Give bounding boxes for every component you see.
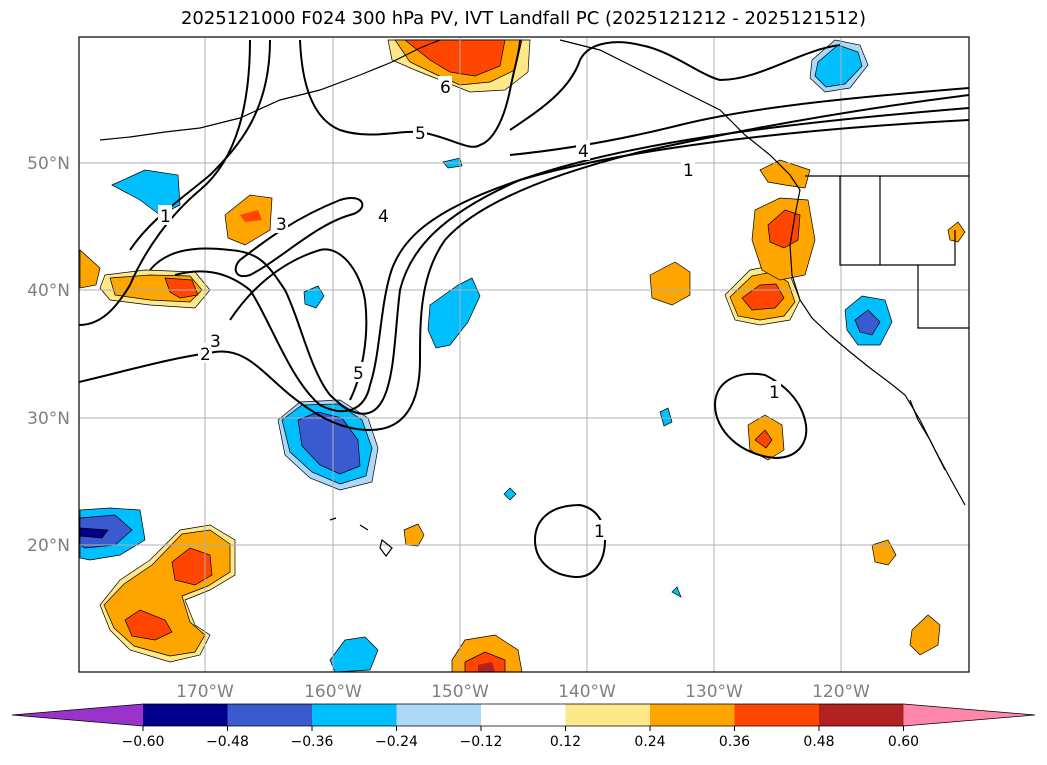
contour-label: 1 — [160, 207, 171, 227]
latitude-labels: 50°N 40°N 30°N 20°N — [27, 154, 70, 556]
colorbar-segment — [819, 704, 904, 726]
colorbar-tick-label: −0.24 — [375, 734, 418, 750]
map-title: 2025121000 F024 300 hPa PV, IVT Landfall… — [180, 8, 867, 29]
coastlines — [99, 39, 969, 557]
contour-label: 2 — [200, 345, 211, 365]
colorbar-segment — [227, 704, 313, 726]
lat-label: 20°N — [27, 536, 70, 556]
colorbar-segment — [481, 704, 566, 726]
colorbar-tick-label: −0.12 — [460, 734, 503, 750]
lat-label: 50°N — [27, 154, 70, 174]
contour-label: 5 — [415, 124, 426, 144]
longitude-labels: 170°W 160°W 150°W 140°W 130°W 120°W — [176, 682, 870, 702]
contour-labels: 6 5 4 4 1 1 3 1 2 3 5 1 — [158, 76, 781, 542]
colorbar-segment — [734, 704, 820, 726]
anomaly-fills — [79, 39, 966, 672]
contour-label: 3 — [276, 215, 287, 235]
colorbar-segment — [143, 704, 228, 726]
lon-label: 160°W — [304, 682, 362, 702]
map-plot-area: 6 5 4 4 1 1 3 1 2 3 5 1 — [79, 37, 969, 672]
lon-label: 140°W — [558, 682, 616, 702]
contour-label: 4 — [378, 207, 389, 227]
colorbar-segment — [396, 704, 482, 726]
lon-label: 120°W — [812, 682, 870, 702]
map-frame — [78, 36, 970, 673]
colorbar-tick-label: 0.36 — [719, 734, 750, 750]
colorbar-tick-label: −0.60 — [122, 734, 165, 750]
colorbar-segment — [565, 704, 651, 726]
colorbar-tick-label: −0.36 — [291, 734, 334, 750]
pv-contours — [79, 39, 969, 579]
contour-label: 6 — [440, 78, 451, 98]
colorbar-extension-min — [12, 704, 143, 726]
contour-label: 1 — [769, 383, 780, 403]
contour-label: 4 — [578, 142, 589, 162]
contour-label: 3 — [210, 332, 221, 352]
colorbar-tick-label: 0.24 — [634, 734, 665, 750]
colorbar-tick-label: 0.60 — [888, 734, 919, 750]
contour-label: 1 — [594, 522, 605, 542]
colorbar-segment — [312, 704, 397, 726]
colorbar-tick-label: 0.48 — [803, 734, 834, 750]
lon-label: 130°W — [685, 682, 743, 702]
contour-label: 5 — [353, 364, 364, 384]
lon-label: 150°W — [431, 682, 489, 702]
lon-label: 170°W — [176, 682, 234, 702]
colorbar: −0.60 −0.48 −0.36 −0.24 −0.12 0.12 0.24 0.36 0.4… — [11, 703, 1036, 750]
colorbar-segment — [650, 704, 735, 726]
colorbar-extension-max — [903, 704, 1035, 726]
lat-label: 30°N — [27, 409, 70, 429]
contour-label: 1 — [683, 161, 694, 181]
colorbar-tick-label: −0.48 — [206, 734, 249, 750]
colorbar-tick-label: 0.12 — [550, 734, 581, 750]
lat-label: 40°N — [27, 281, 70, 301]
